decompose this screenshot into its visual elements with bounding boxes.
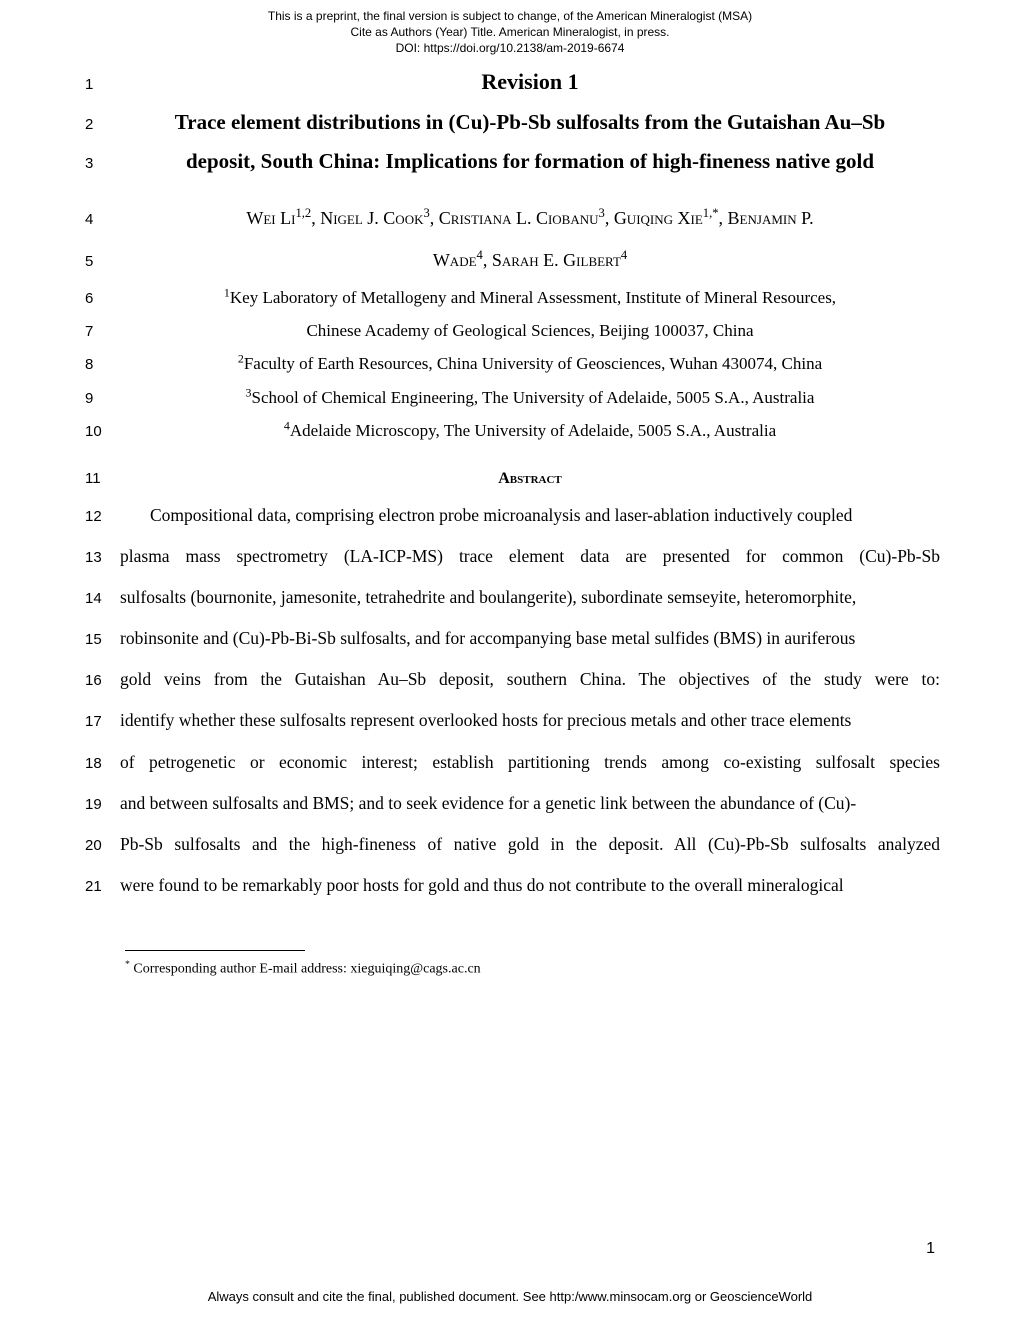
affiliation-row-1b: 7 Chinese Academy of Geological Sciences… [80, 314, 940, 347]
line-number: 10 [80, 417, 120, 446]
line-number: 5 [80, 245, 120, 280]
revision-row: 1 Revision 1 [80, 69, 940, 103]
header-line-3: DOI: https://doi.org/10.2138/am-2019-667… [80, 40, 940, 56]
affiliation-row-3: 9 3School of Chemical Engineering, The U… [80, 381, 940, 414]
title-row-1: 2 Trace element distributions in (Cu)-Pb… [80, 103, 940, 143]
affiliation-3: 3School of Chemical Engineering, The Uni… [120, 381, 940, 414]
abstract-heading-row: 11 Abstract [80, 463, 940, 495]
footer-text: Always consult and cite the final, publi… [0, 1289, 1020, 1304]
affiliation-row-1a: 6 1Key Laboratory of Metallogeny and Min… [80, 281, 940, 314]
affiliation-1b: Chinese Academy of Geological Sciences, … [120, 314, 940, 347]
line-number: 12 [80, 499, 120, 534]
abstract-row: 15 robinsonite and (Cu)-Pb-Bi-Sb sulfosa… [80, 618, 940, 659]
abstract-heading: Abstract [120, 463, 940, 495]
page-number: 1 [926, 1240, 935, 1258]
preprint-header: This is a preprint, the final version is… [80, 8, 940, 57]
line-number: 3 [80, 155, 120, 172]
line-number: 8 [80, 350, 120, 379]
abstract-text: Pb-Sb sulfosalts and the high-fineness o… [120, 824, 940, 865]
abstract-text: Compositional data, comprising electron … [120, 495, 940, 536]
abstract-row: 14 sulfosalts (bournonite, jamesonite, t… [80, 577, 940, 618]
abstract-row: 21 were found to be remarkably poor host… [80, 865, 940, 906]
footnote-divider [125, 950, 305, 951]
authors-row-1: 4 Wei Li1,2, Nigel J. Cook3, Cristiana L… [80, 198, 940, 239]
paper-title-1: Trace element distributions in (Cu)-Pb-S… [120, 103, 940, 143]
line-number: 9 [80, 384, 120, 413]
abstract-row: 20 Pb-Sb sulfosalts and the high-finenes… [80, 824, 940, 865]
line-number: 1 [80, 76, 120, 93]
abstract-text: robinsonite and (Cu)-Pb-Bi-Sb sulfosalts… [120, 618, 940, 659]
corresponding-author-footnote: * Corresponding author E-mail address: x… [125, 959, 940, 978]
title-row-2: 3 deposit, South China: Implications for… [80, 142, 940, 182]
affiliation-2: 2Faculty of Earth Resources, China Unive… [120, 347, 940, 380]
abstract-row: 19 and between sulfosalts and BMS; and t… [80, 783, 940, 824]
line-number: 11 [80, 464, 120, 494]
abstract-row: 18 of petrogenetic or economic interest;… [80, 742, 940, 783]
revision-title: Revision 1 [120, 69, 940, 95]
line-number: 17 [80, 704, 120, 739]
line-number: 2 [80, 116, 120, 133]
authors-line-1: Wei Li1,2, Nigel J. Cook3, Cristiana L. … [120, 198, 940, 239]
abstract-row: 13 plasma mass spectrometry (LA-ICP-MS) … [80, 536, 940, 577]
abstract-row: 17 identify whether these sulfosalts rep… [80, 700, 940, 741]
header-line-1: This is a preprint, the final version is… [80, 8, 940, 24]
paper-title-2: deposit, South China: Implications for f… [120, 142, 940, 182]
line-number: 14 [80, 581, 120, 616]
line-number: 15 [80, 622, 120, 657]
abstract-text: gold veins from the Gutaishan Au–Sb depo… [120, 659, 940, 700]
affiliation-4: 4Adelaide Microscopy, The University of … [120, 414, 940, 447]
affiliation-1a: 1Key Laboratory of Metallogeny and Miner… [120, 281, 940, 314]
header-line-2: Cite as Authors (Year) Title. American M… [80, 24, 940, 40]
abstract-row: 16 gold veins from the Gutaishan Au–Sb d… [80, 659, 940, 700]
authors-line-2: Wade4, Sarah E. Gilbert4 [120, 240, 940, 281]
authors-row-2: 5 Wade4, Sarah E. Gilbert4 [80, 240, 940, 281]
abstract-text: plasma mass spectrometry (LA-ICP-MS) tra… [120, 536, 940, 577]
line-number: 13 [80, 540, 120, 575]
line-number: 18 [80, 746, 120, 781]
line-number: 7 [80, 317, 120, 346]
line-number: 21 [80, 869, 120, 904]
line-number: 16 [80, 663, 120, 698]
abstract-text: identify whether these sulfosalts repres… [120, 700, 940, 741]
line-number: 4 [80, 203, 120, 238]
line-number: 19 [80, 787, 120, 822]
abstract-row: 12 Compositional data, comprising electr… [80, 495, 940, 536]
line-number: 20 [80, 828, 120, 863]
abstract-text: of petrogenetic or economic interest; es… [120, 742, 940, 783]
affiliation-row-2: 8 2Faculty of Earth Resources, China Uni… [80, 347, 940, 380]
abstract-text: and between sulfosalts and BMS; and to s… [120, 783, 940, 824]
line-number: 6 [80, 284, 120, 313]
affiliation-row-4: 10 4Adelaide Microscopy, The University … [80, 414, 940, 447]
abstract-text: were found to be remarkably poor hosts f… [120, 865, 940, 906]
abstract-text: sulfosalts (bournonite, jamesonite, tetr… [120, 577, 940, 618]
